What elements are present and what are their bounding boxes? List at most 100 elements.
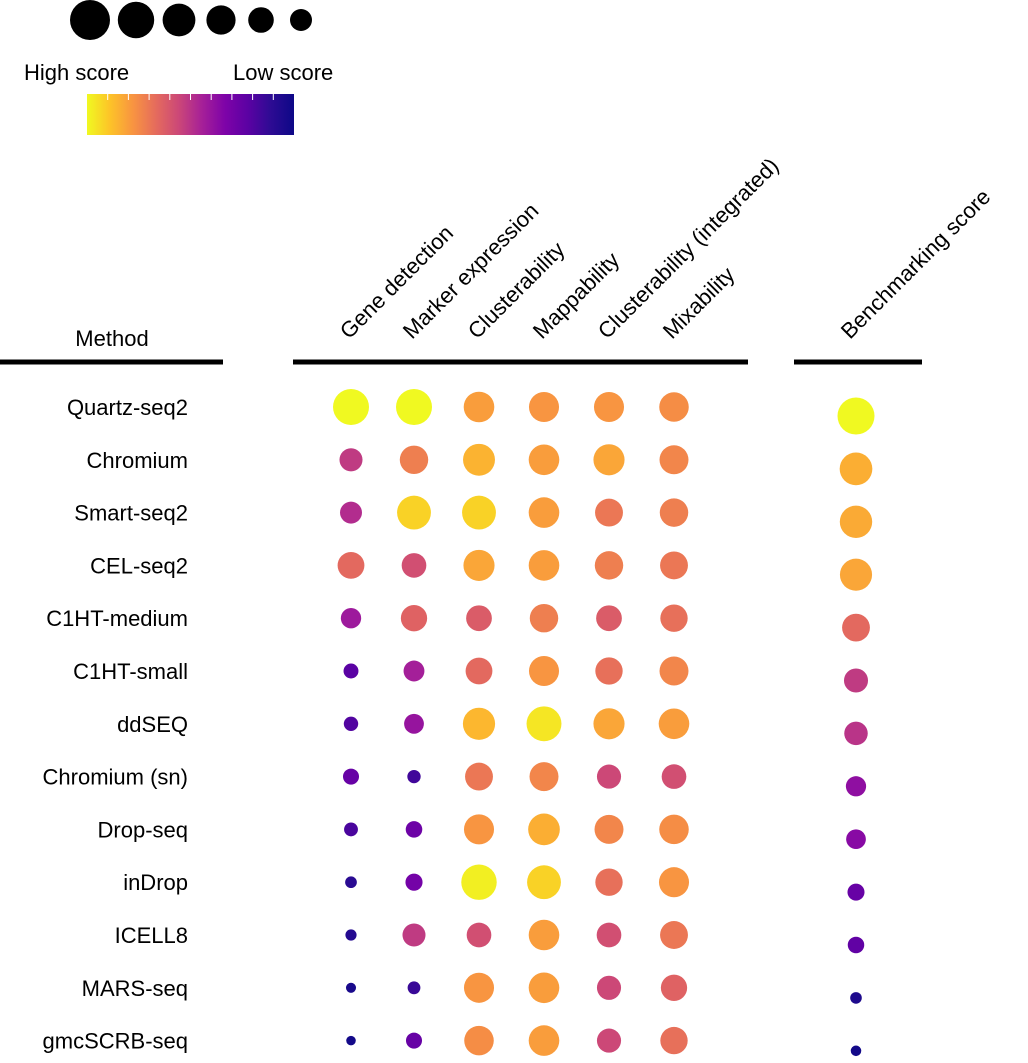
metric-dot	[333, 389, 369, 425]
metric-dot	[658, 708, 690, 740]
method-label: ddSEQ	[117, 712, 188, 737]
metric-dot	[399, 445, 429, 475]
benchmark-dot	[843, 668, 869, 693]
legend-low-label: Low score	[233, 60, 333, 85]
method-label: inDrop	[123, 870, 188, 895]
method-label: MARS-seq	[82, 976, 188, 1001]
method-label: Chromium (sn)	[43, 765, 188, 790]
metric-dot	[528, 391, 560, 423]
metric-dot	[463, 443, 495, 476]
benchmark-dot	[842, 613, 870, 642]
benchmark-dot	[847, 936, 865, 954]
metric-dot	[528, 550, 560, 581]
metric-dot	[344, 822, 358, 837]
metric-dot	[402, 923, 426, 947]
metric-dot	[594, 814, 624, 844]
metric-dot	[462, 707, 496, 740]
metric-dot	[526, 706, 562, 742]
size-legend-dot	[117, 1, 155, 39]
metric-dot	[461, 864, 497, 900]
metric-dot	[593, 708, 625, 740]
benchmark-dot	[846, 829, 866, 850]
size-legend-dot	[206, 5, 236, 35]
metric-dot	[660, 604, 688, 632]
metric-dot	[660, 1026, 688, 1055]
metric-dot	[528, 813, 560, 846]
benchmark-dot	[844, 721, 868, 746]
metric-dot	[596, 1028, 622, 1053]
size-legend-dot	[162, 3, 196, 37]
method-labels: Quartz-seq2 Chromium Smart-seq2 CEL-seq2 C1H…	[43, 395, 188, 1054]
metric-dot	[529, 762, 559, 792]
metric-dot	[342, 768, 360, 785]
color-scale-bar	[87, 94, 294, 135]
metric-dot	[463, 391, 495, 423]
metric-dot	[659, 392, 689, 422]
method-label: C1HT-small	[73, 659, 188, 684]
metric-dot	[660, 974, 688, 1001]
metric-dot	[528, 1025, 560, 1056]
metric-dot	[465, 762, 493, 791]
size-legend	[70, 0, 312, 40]
metric-dot	[343, 716, 359, 731]
metric-dot	[401, 553, 427, 578]
metric-dot	[397, 495, 431, 530]
metric-dot	[405, 821, 423, 838]
metric-dot	[407, 769, 421, 784]
metric-dot	[528, 919, 560, 951]
benchmark-dot	[847, 883, 865, 901]
metric-dot	[405, 873, 423, 891]
metric-dot	[528, 497, 560, 528]
metric-dot	[594, 551, 624, 580]
size-legend-dot	[290, 9, 312, 31]
benchmark-dot	[837, 397, 875, 435]
metric-dot	[660, 921, 688, 949]
legend: High score Low score	[24, 0, 333, 135]
metric-dot	[404, 713, 424, 734]
metric-dot	[659, 498, 689, 527]
method-label: CEL-seq2	[90, 553, 188, 578]
method-header: Method	[75, 326, 148, 351]
benchmark-dot	[839, 558, 873, 591]
metric-dot	[660, 551, 688, 580]
metric-dot	[593, 444, 625, 476]
size-legend-dot	[248, 7, 274, 33]
metric-dot	[405, 1032, 423, 1049]
metric-dot	[596, 975, 622, 1000]
metric-dot	[346, 1035, 356, 1046]
metric-dot	[407, 981, 421, 995]
size-legend-dot	[70, 0, 110, 40]
metric-dot	[595, 868, 623, 896]
method-label: Smart-seq2	[74, 501, 188, 526]
metric-dot	[659, 656, 689, 686]
metric-dot	[396, 389, 432, 425]
metric-dot	[462, 495, 496, 530]
metric-dot	[658, 867, 690, 898]
metric-dot	[529, 603, 559, 633]
metric-dot	[659, 445, 689, 475]
metric-dot	[593, 391, 625, 423]
benchmark-dot	[845, 776, 867, 797]
metric-dot	[337, 551, 365, 579]
metric-dot	[596, 764, 622, 789]
metric-dot	[595, 498, 623, 527]
metric-dot	[343, 663, 359, 679]
metric-dot	[345, 929, 357, 941]
method-label: Quartz-seq2	[67, 395, 188, 420]
color-scale-ticks	[107, 94, 274, 100]
metric-dot	[340, 608, 362, 629]
method-label: Chromium	[87, 448, 188, 473]
metric-dot	[339, 448, 363, 472]
metric-dot	[464, 1025, 494, 1056]
column-header: Gene detection	[335, 220, 458, 343]
metric-dot	[528, 444, 560, 476]
method-label: ICELL8	[115, 923, 188, 948]
metric-dot	[463, 814, 495, 845]
method-label: C1HT-medium	[46, 606, 188, 631]
metric-dot	[400, 605, 428, 632]
metric-dot	[659, 814, 689, 845]
metric-dot	[595, 657, 623, 685]
metric-dot	[463, 549, 495, 581]
